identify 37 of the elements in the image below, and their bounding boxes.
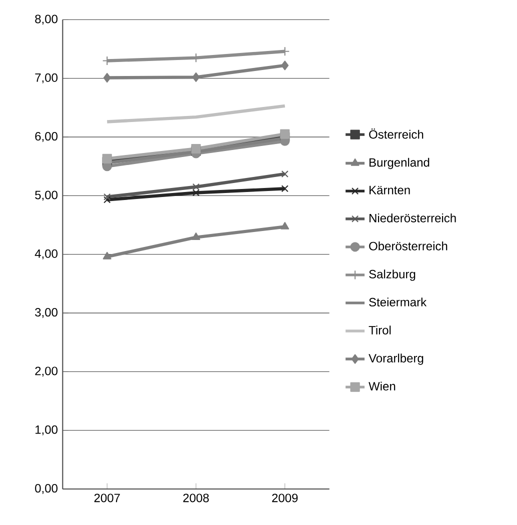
y-tick-label: 4,00	[34, 249, 58, 260]
point	[192, 72, 200, 82]
y-tick-label: 8,00	[35, 14, 58, 25]
x-tick-label: 2007	[94, 494, 120, 502]
point	[192, 183, 200, 190]
y-tick-label: 2,00	[35, 366, 58, 377]
point	[104, 193, 111, 200]
legend-label: Oberösterreich	[369, 242, 448, 250]
point	[102, 154, 112, 164]
legend-label: Niederösterreich	[370, 214, 456, 222]
legend-label: Steiermark	[369, 298, 427, 306]
y-tick-label: 1,00	[36, 425, 58, 436]
y-tick-label: 7,00	[35, 73, 58, 84]
legend-label: Kärnten	[370, 186, 410, 194]
x-tick-label: 2008	[183, 494, 209, 502]
legend-label: Vorarlberg	[368, 354, 424, 365]
legend-label: Wien	[368, 382, 396, 391]
y-tick-label: 0,00	[35, 484, 58, 494]
point	[103, 72, 111, 83]
legend-label: Österreich	[369, 128, 424, 139]
point	[280, 129, 290, 139]
point	[280, 222, 290, 230]
point	[104, 196, 111, 204]
legend-label: Burgenland	[370, 158, 430, 170]
point	[191, 144, 201, 154]
point	[192, 232, 200, 240]
x-tick-label: 2009	[272, 494, 298, 502]
point	[281, 185, 288, 192]
y-tick-label: 3,00	[35, 308, 58, 318]
point	[192, 189, 200, 196]
y-tick-label: 6,00	[35, 132, 58, 142]
legend-label: Salzburg	[369, 270, 416, 281]
point	[281, 60, 289, 70]
y-tick-label: 5,00	[35, 190, 58, 201]
point	[102, 252, 112, 260]
point	[281, 170, 288, 178]
legend-label: Tirol	[368, 326, 391, 334]
